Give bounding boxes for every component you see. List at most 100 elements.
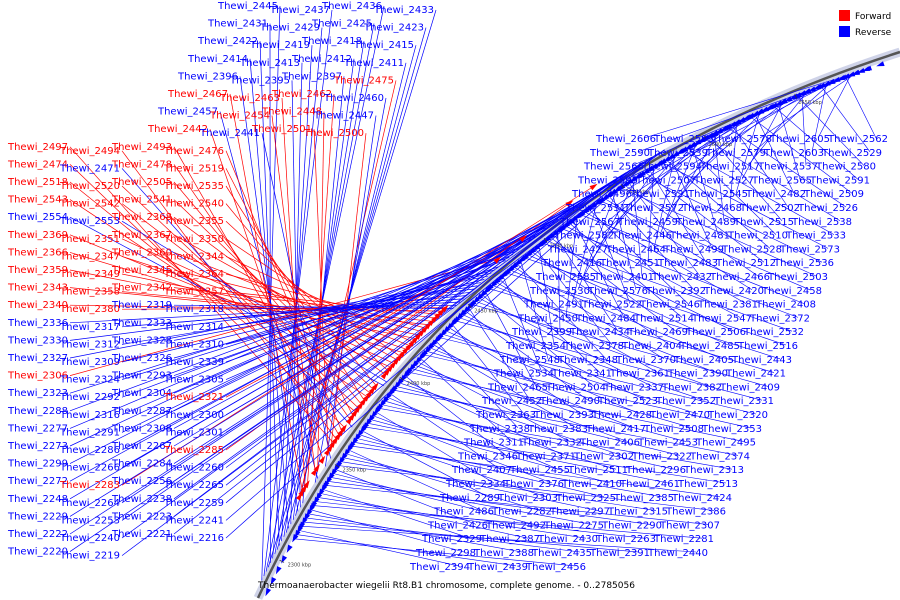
gene-label-thewi-2554[interactable]: Thewi_2554	[7, 212, 68, 223]
gene-label-thewi-2530[interactable]: Thewi_2530	[529, 286, 590, 297]
gene-label-thewi-2284[interactable]: Thewi_2284	[111, 459, 172, 470]
gene-label-thewi-2572[interactable]: Thewi_2572	[623, 203, 684, 214]
gene-label-thewi-2397[interactable]: Thewi_2397	[281, 71, 342, 82]
gene-label-thewi-2310[interactable]: Thewi_2310	[163, 339, 224, 350]
gene-label-thewi-2483[interactable]: Thewi_2483	[657, 258, 718, 269]
gene-label-thewi-2352[interactable]: Thewi_2352	[655, 396, 716, 407]
gene-label-thewi-2223[interactable]: Thewi_2223	[111, 511, 172, 522]
gene-label-thewi-2489[interactable]: Thewi_2489	[675, 217, 736, 228]
gene-label-thewi-2409[interactable]: Thewi_2409	[719, 382, 780, 393]
gene-label-thewi-2423[interactable]: Thewi_2423	[363, 23, 424, 34]
gene-label-thewi-2464[interactable]: Thewi_2464	[605, 244, 666, 255]
gene-label-thewi-2451[interactable]: Thewi_2451	[599, 258, 660, 269]
gene-label-thewi-2539[interactable]: Thewi_2539	[647, 148, 708, 159]
gene-label-thewi-2496[interactable]: Thewi_2496	[571, 189, 632, 200]
gene-label-thewi-2593[interactable]: Thewi_2593	[653, 134, 714, 145]
gene-label-thewi-2591[interactable]: Thewi_2591	[809, 175, 870, 186]
gene-label-thewi-2531[interactable]: Thewi_2531	[565, 203, 626, 214]
gene-label-thewi-2501[interactable]: Thewi_2501	[251, 124, 312, 135]
gene-label-thewi-2507[interactable]: Thewi_2507	[635, 175, 696, 186]
gene-label-thewi-2368[interactable]: Thewi_2368	[111, 212, 172, 223]
gene-label-thewi-2541[interactable]: Thewi_2541	[111, 195, 172, 206]
gene-label-thewi-2509[interactable]: Thewi_2509	[803, 189, 864, 200]
gene-label-thewi-2529[interactable]: Thewi_2529	[821, 148, 882, 159]
gene-label-thewi-2316[interactable]: Thewi_2316	[59, 410, 120, 421]
gene-label-thewi-2330[interactable]: Thewi_2330	[7, 335, 68, 346]
gene-label-thewi-2486[interactable]: Thewi_2486	[433, 507, 494, 518]
gene-label-thewi-2319[interactable]: Thewi_2319	[111, 300, 172, 311]
gene-label-thewi-2343[interactable]: Thewi_2343	[7, 283, 68, 294]
gene-label-thewi-2286[interactable]: Thewi_2286	[59, 445, 120, 456]
gene-label-thewi-2312[interactable]: Thewi_2312	[59, 339, 120, 350]
gene-label-thewi-2382[interactable]: Thewi_2382	[661, 382, 722, 393]
gene-label-thewi-2320[interactable]: Thewi_2320	[707, 410, 768, 421]
gene-label-thewi-2334[interactable]: Thewi_2334	[445, 479, 506, 490]
gene-label-thewi-2542[interactable]: Thewi_2542	[59, 199, 120, 210]
gene-label-thewi-2474[interactable]: Thewi_2474	[7, 159, 68, 170]
gene-label-thewi-2546[interactable]: Thewi_2546	[639, 300, 700, 311]
gene-label-thewi-2355[interactable]: Thewi_2355	[163, 216, 224, 227]
gene-label-thewi-2566[interactable]: Thewi_2566	[583, 162, 644, 173]
gene-label-thewi-2514[interactable]: Thewi_2514	[633, 313, 694, 324]
gene-label-thewi-2440[interactable]: Thewi_2440	[647, 548, 708, 559]
gene-label-thewi-2411[interactable]: Thewi_2411	[343, 58, 404, 69]
gene-label-thewi-2521[interactable]: Thewi_2521	[629, 189, 690, 200]
gene-label-thewi-2522[interactable]: Thewi_2522	[581, 300, 642, 311]
gene-label-thewi-2520[interactable]: Thewi_2520	[59, 181, 120, 192]
gene-label-thewi-2445[interactable]: Thewi_2445	[217, 1, 278, 12]
gene-label-thewi-2553[interactable]: Thewi_2553	[59, 216, 120, 227]
gene-label-thewi-2517[interactable]: Thewi_2517	[699, 162, 760, 173]
gene-label-thewi-2437[interactable]: Thewi_2437	[269, 5, 330, 16]
gene-label-thewi-2263[interactable]: Thewi_2263	[595, 534, 656, 545]
gene-label-thewi-2290[interactable]: Thewi_2290	[601, 520, 662, 531]
gene-label-thewi-2221[interactable]: Thewi_2221	[111, 529, 172, 540]
gene-label-thewi-2429[interactable]: Thewi_2429	[259, 23, 320, 34]
gene-label-thewi-2523[interactable]: Thewi_2523	[597, 396, 658, 407]
gene-label-thewi-2248[interactable]: Thewi_2248	[7, 494, 68, 505]
gene-label-thewi-2338[interactable]: Thewi_2338	[469, 424, 530, 435]
gene-label-thewi-2349[interactable]: Thewi_2349	[59, 269, 120, 280]
gene-label-thewi-2304[interactable]: Thewi_2304	[111, 388, 172, 399]
gene-label-thewi-2253[interactable]: Thewi_2253	[59, 515, 120, 526]
gene-label-thewi-2399[interactable]: Thewi_2399	[511, 327, 572, 338]
gene-label-thewi-2229[interactable]: Thewi_2229	[7, 511, 68, 522]
gene-label-thewi-2452[interactable]: Thewi_2452	[481, 396, 542, 407]
gene-label-thewi-2297[interactable]: Thewi_2297	[549, 507, 610, 518]
gene-label-thewi-2393[interactable]: Thewi_2393	[533, 410, 594, 421]
gene-label-thewi-2394[interactable]: Thewi_2394	[409, 562, 470, 573]
gene-label-thewi-2306[interactable]: Thewi_2306	[7, 371, 68, 382]
gene-label-thewi-2424[interactable]: Thewi_2424	[671, 493, 732, 504]
gene-label-thewi-2281[interactable]: Thewi_2281	[653, 534, 714, 545]
gene-label-thewi-2500[interactable]: Thewi_2500	[303, 128, 364, 139]
gene-label-thewi-2370[interactable]: Thewi_2370	[615, 355, 676, 366]
gene-label-thewi-2505[interactable]: Thewi_2505	[111, 177, 172, 188]
gene-label-thewi-2478[interactable]: Thewi_2478	[111, 159, 172, 170]
gene-label-thewi-2433[interactable]: Thewi_2433	[373, 5, 434, 16]
gene-label-thewi-2580[interactable]: Thewi_2580	[815, 162, 876, 173]
gene-label-thewi-2360[interactable]: Thewi_2360	[111, 247, 172, 258]
gene-label-thewi-2427[interactable]: Thewi_2427	[547, 244, 608, 255]
gene-label-thewi-2426[interactable]: Thewi_2426	[427, 520, 488, 531]
gene-label-thewi-2386[interactable]: Thewi_2386	[665, 507, 726, 518]
gene-label-thewi-2392[interactable]: Thewi_2392	[645, 286, 706, 297]
gene-label-thewi-2332[interactable]: Thewi_2332	[521, 438, 582, 449]
gene-label-thewi-2301[interactable]: Thewi_2301	[163, 427, 224, 438]
gene-label-thewi-2463[interactable]: Thewi_2463	[219, 93, 280, 104]
gene-label-thewi-2314[interactable]: Thewi_2314	[163, 322, 224, 333]
gene-label-thewi-2466[interactable]: Thewi_2466	[709, 272, 770, 283]
gene-label-thewi-2513[interactable]: Thewi_2513	[677, 479, 738, 490]
gene-label-thewi-2380[interactable]: Thewi_2380	[59, 304, 120, 315]
gene-label-thewi-2328[interactable]: Thewi_2328	[111, 335, 172, 346]
gene-label-thewi-2460[interactable]: Thewi_2460	[323, 93, 384, 104]
gene-label-thewi-2459[interactable]: Thewi_2459	[617, 217, 678, 228]
gene-label-thewi-2590[interactable]: Thewi_2590	[589, 148, 650, 159]
gene-label-thewi-2376[interactable]: Thewi_2376	[503, 479, 564, 490]
gene-label-thewi-2391[interactable]: Thewi_2391	[589, 548, 650, 559]
gene-label-thewi-2417[interactable]: Thewi_2417	[585, 424, 646, 435]
gene-label-thewi-2455[interactable]: Thewi_2455	[509, 465, 570, 476]
gene-label-thewi-2387[interactable]: Thewi_2387	[479, 534, 540, 545]
gene-label-thewi-2337[interactable]: Thewi_2337	[603, 382, 664, 393]
gene-label-thewi-2467[interactable]: Thewi_2467	[167, 89, 228, 100]
gene-label-thewi-2318[interactable]: Thewi_2318	[163, 304, 224, 315]
gene-label-thewi-2537[interactable]: Thewi_2537	[757, 162, 818, 173]
